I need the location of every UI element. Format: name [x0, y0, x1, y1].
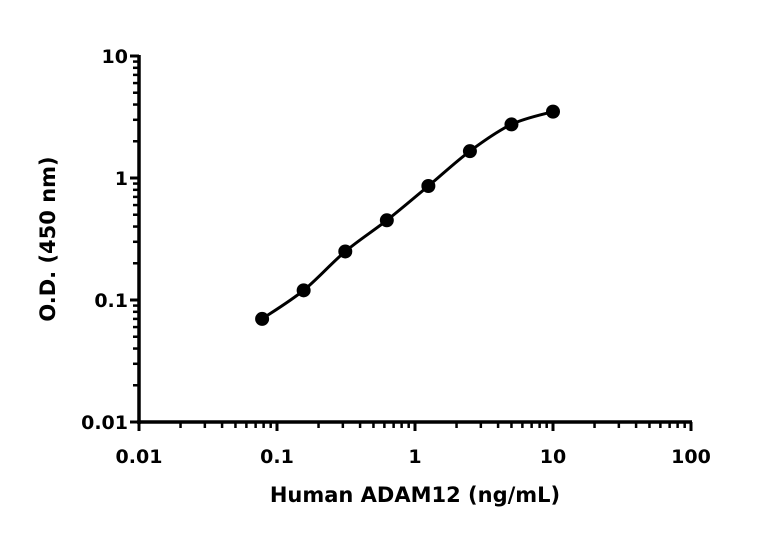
data-point: [338, 244, 353, 259]
x-tick-label: 1: [408, 446, 421, 468]
data-point: [546, 104, 560, 119]
x-tick-label: 100: [671, 446, 711, 468]
data-point: [255, 311, 270, 326]
data-point: [504, 117, 519, 132]
y-tick-label: 0.01: [81, 412, 128, 434]
data-points: [255, 104, 560, 326]
x-tick-label: 10: [540, 446, 566, 468]
x-tick-label: 0.1: [260, 446, 294, 468]
y-tick-label: 0.1: [94, 290, 128, 312]
x-axis-tick-labels: 0.01 0.1 1 10 100: [116, 446, 711, 468]
data-point: [462, 144, 477, 159]
x-axis-label: Human ADAM12 (ng/mL): [270, 483, 560, 507]
y-tick-label: 1: [115, 168, 128, 190]
data-point: [379, 213, 394, 228]
data-point: [421, 178, 436, 193]
y-axis-tick-labels: 0.01 0.1 1 10: [81, 46, 128, 434]
y-tick-label: 10: [102, 46, 128, 68]
y-axis-label: O.D. (450 nm): [36, 156, 60, 321]
data-point: [296, 283, 311, 298]
x-tick-label: 0.01: [116, 446, 163, 468]
